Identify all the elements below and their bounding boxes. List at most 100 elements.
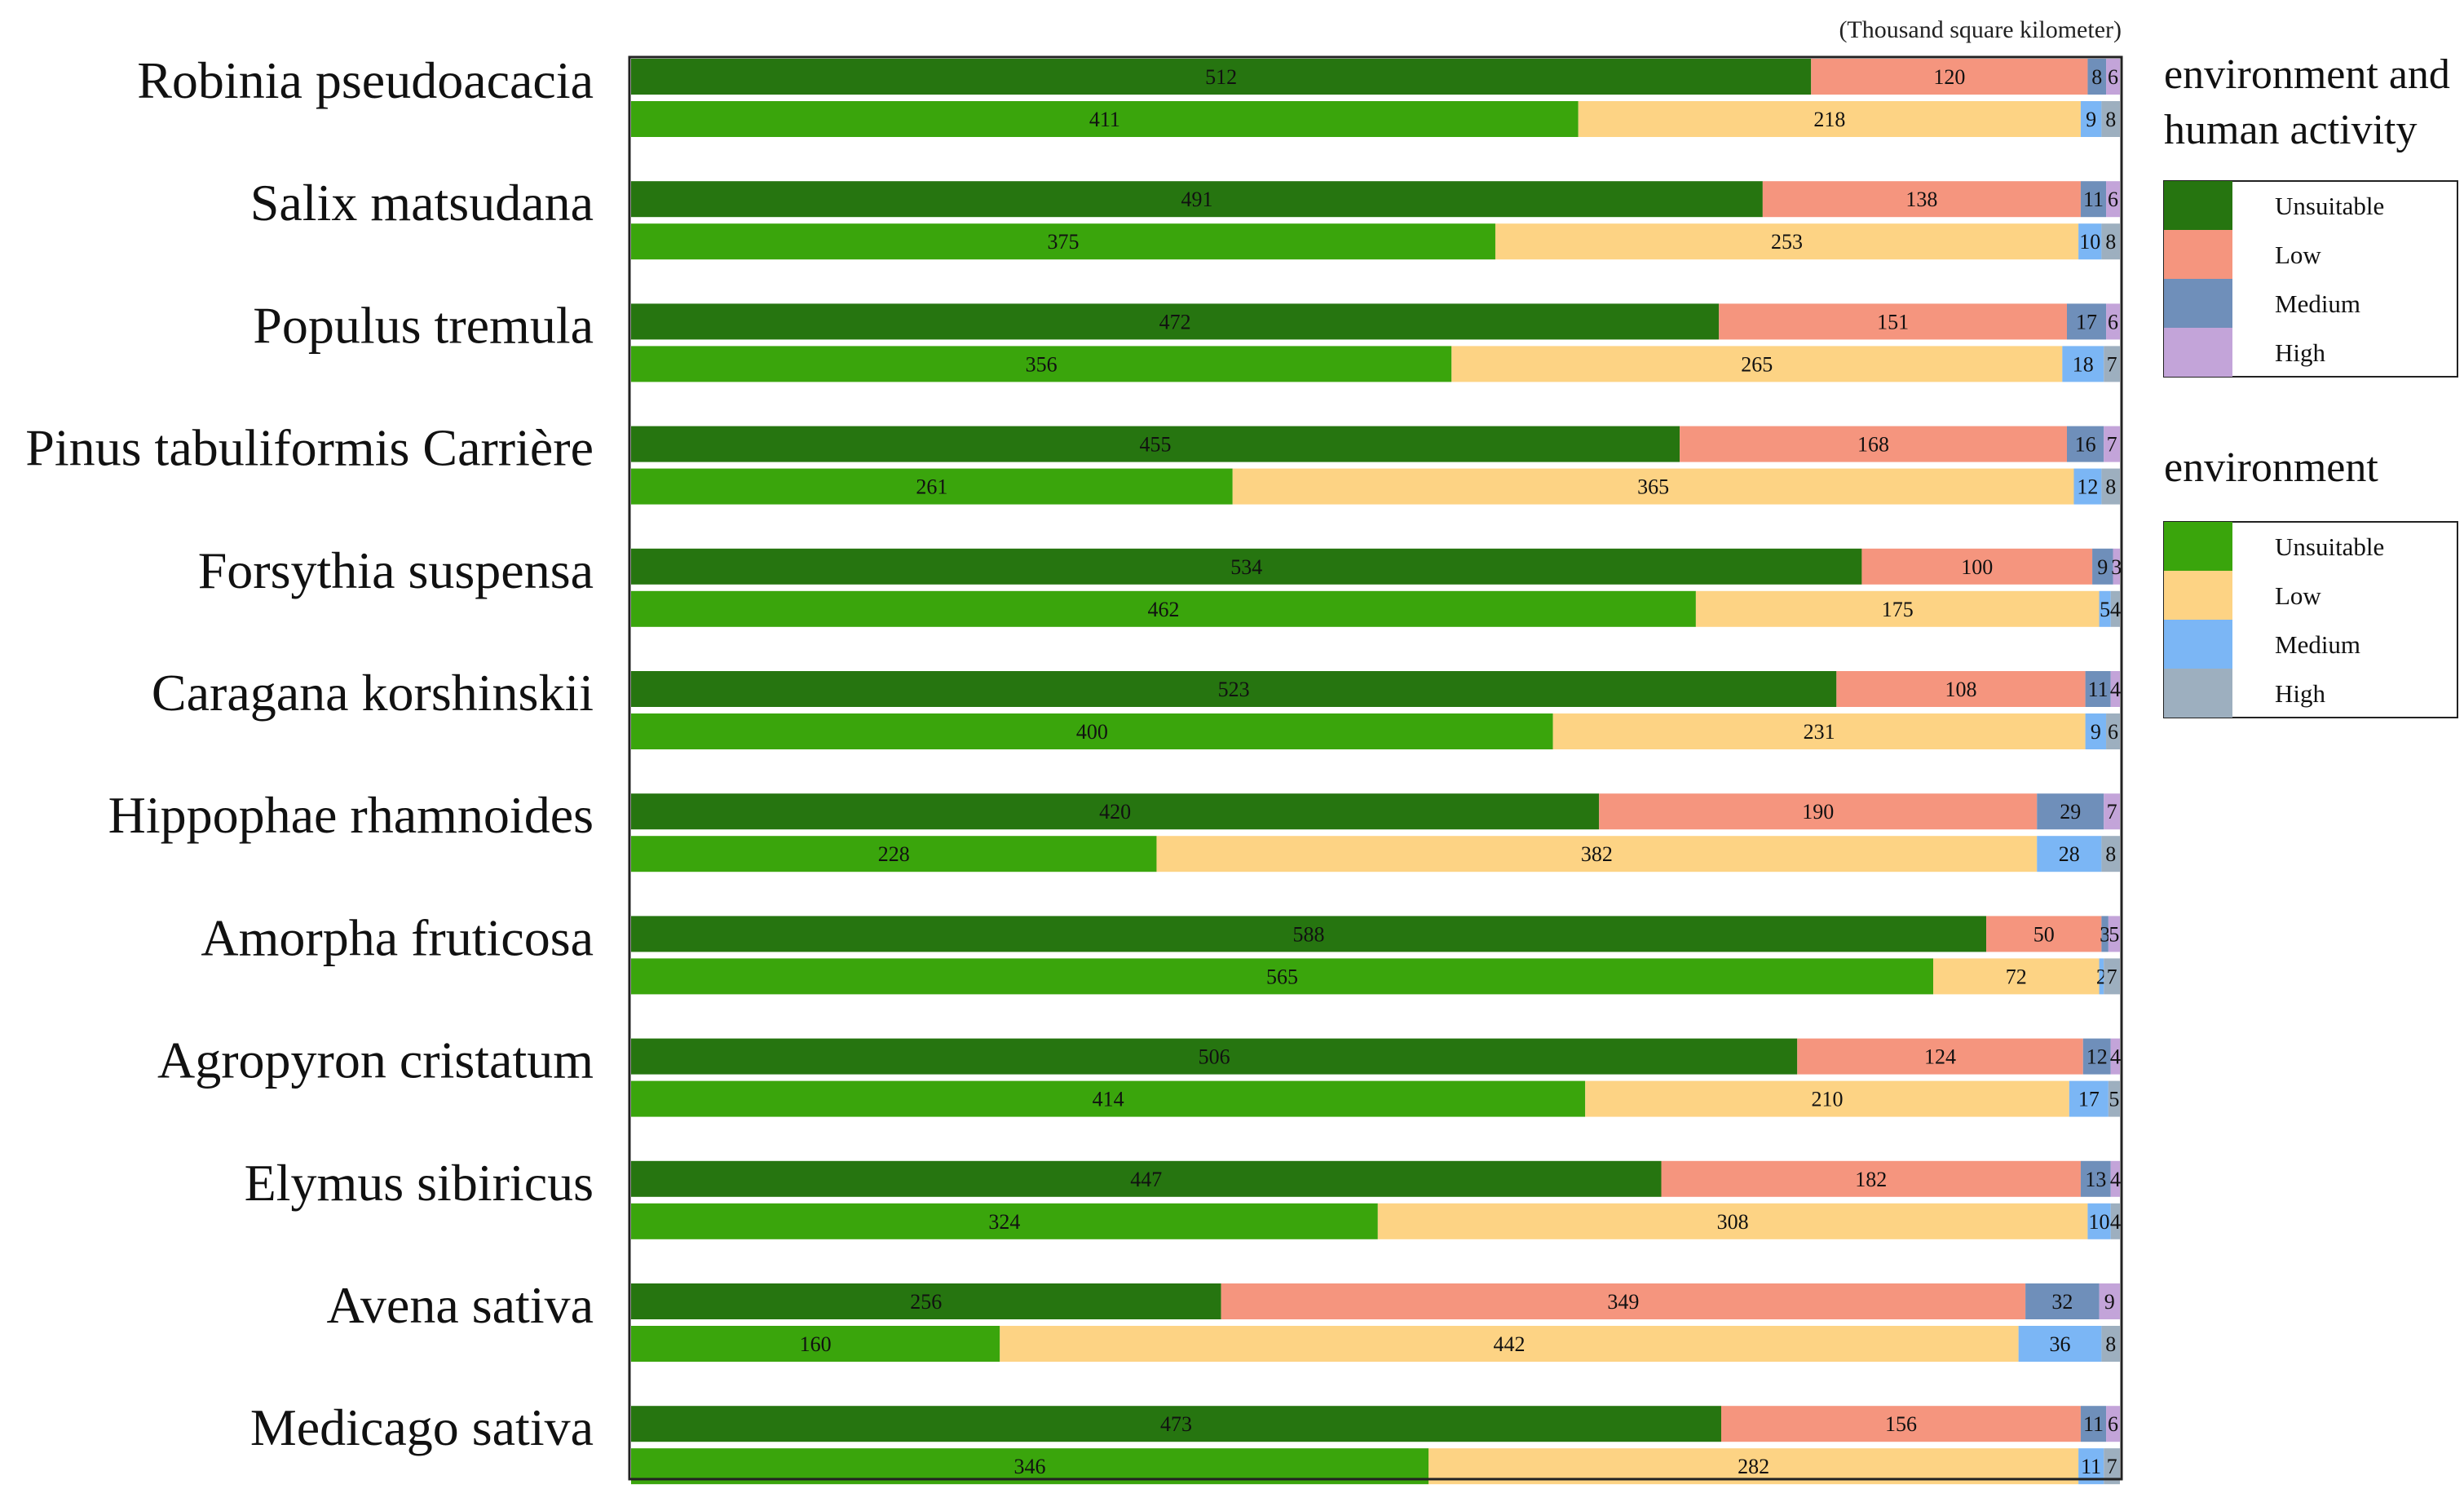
bar-env_human-unsuitable-robinia-pseudoacacia [631,59,1812,95]
bar-env-medium-agropyron-cristatum [2069,1080,2109,1117]
bar-env_human-unsuitable-amorpha-fruticosa [631,916,1987,952]
data-label-env-medium-salix-matsudana: 10 [2079,230,2100,254]
data-label-env_human-high-avena-sativa: 9 [2104,1290,2115,1314]
bar-env-high-amorpha-fruticosa [2104,958,2120,995]
bar-env-high-populus-tremula [2104,346,2120,382]
legend-swatch-env_human-high [2164,328,2232,377]
bar-env-high-hippophae-rhamnoides [2101,836,2120,872]
data-label-env_human-low-elymus-sibiricus: 182 [1855,1168,1887,1191]
bar-env-low-pinus-tabuliformis-carri-re [1232,468,2074,505]
data-label-env-unsuitable-robinia-pseudoacacia: 411 [1089,108,1120,131]
bar-env_human-unsuitable-caragana-korshinskii [631,671,1837,707]
data-label-env_human-unsuitable-robinia-pseudoacacia: 512 [1205,65,1237,89]
bar-env-low-caragana-korshinskii [1552,713,2086,749]
bar-env_human-medium-agropyron-cristatum [2082,1038,2111,1075]
bar-env_human-high-avena-sativa [2099,1283,2120,1319]
data-label-env-high-medicago-sativa: 7 [2107,1455,2117,1478]
data-label-env_human-low-populus-tremula: 151 [1877,310,1909,333]
bar-env-high-elymus-sibiricus [2110,1203,2120,1239]
bar-env-medium-caragana-korshinskii [2085,713,2107,749]
data-label-env_human-medium-salix-matsudana: 11 [2083,188,2104,211]
data-label-env_human-unsuitable-populus-tremula: 472 [1159,310,1191,333]
data-label-env_human-low-amorpha-fruticosa: 50 [2033,922,2055,946]
bar-env_human-low-robinia-pseudoacacia [1811,59,2088,95]
legend-title-env-line-0: environment [2164,444,2378,491]
data-label-env-medium-medicago-sativa: 11 [2081,1455,2101,1478]
data-label-env_human-high-salix-matsudana: 6 [2108,188,2118,211]
legend-swatch-env_human-unsuitable [2164,181,2232,230]
data-label-env_human-high-hippophae-rhamnoides: 7 [2107,800,2117,824]
bar-env_human-low-avena-sativa [1221,1283,2026,1319]
bar-env_human-unsuitable-avena-sativa [631,1283,1221,1319]
bar-env-unsuitable-forsythia-suspensa [631,590,1696,627]
bar-env_human-high-elymus-sibiricus [2110,1160,2120,1197]
bar-env_human-low-hippophae-rhamnoides [1599,793,2038,830]
data-label-env-low-elymus-sibiricus: 308 [1717,1210,1749,1234]
data-label-env-medium-agropyron-cristatum: 17 [2078,1088,2100,1111]
data-label-env_human-high-robinia-pseudoacacia: 6 [2108,65,2118,89]
bar-env_human-medium-robinia-pseudoacacia [2087,59,2107,95]
data-label-env-unsuitable-avena-sativa: 160 [800,1332,832,1356]
bar-env_human-low-medicago-sativa [1720,1406,2081,1442]
data-label-env_human-high-medicago-sativa: 6 [2108,1412,2118,1436]
data-label-env-low-pinus-tabuliformis-carri-re: 365 [1637,475,1669,499]
bar-env-low-amorpha-fruticosa [1933,958,2100,995]
data-label-env_human-high-forsythia-suspensa: 3 [2111,555,2122,579]
data-label-env-medium-pinus-tabuliformis-carri-re: 12 [2077,475,2098,499]
data-label-env_human-low-avena-sativa: 349 [1607,1290,1639,1314]
bar-env_human-low-forsythia-suspensa [1861,548,2093,585]
bar-env-medium-amorpha-fruticosa [2099,958,2104,995]
bar-env_human-high-populus-tremula [2106,303,2120,340]
data-label-env-high-amorpha-fruticosa: 7 [2107,965,2117,988]
data-label-env_human-unsuitable-medicago-sativa: 473 [1160,1412,1192,1436]
data-label-env-unsuitable-hippophae-rhamnoides: 228 [878,842,910,866]
data-label-env_human-medium-amorpha-fruticosa: 3 [2100,922,2110,946]
legend-swatch-env-medium [2164,620,2232,669]
bar-env-high-pinus-tabuliformis-carri-re [2101,468,2120,505]
data-label-env-high-caragana-korshinskii: 6 [2108,720,2118,744]
data-label-env_human-unsuitable-pinus-tabuliformis-carri-re: 455 [1140,433,1172,457]
bar-env-high-salix-matsudana [2101,223,2120,260]
data-label-env-medium-hippophae-rhamnoides: 28 [2059,842,2080,866]
data-label-env-unsuitable-caragana-korshinskii: 400 [1076,720,1108,744]
bar-env-low-hippophae-rhamnoides [1156,836,2038,872]
data-label-env_human-medium-robinia-pseudoacacia: 8 [2091,65,2102,89]
data-label-env_human-medium-forsythia-suspensa: 9 [2097,555,2108,579]
category-label-salix-matsudana: Salix matsudana [250,174,594,232]
bar-env_human-medium-salix-matsudana [2080,181,2107,218]
unit-label: (Thousand square kilometer) [1839,16,2122,43]
category-label-populus-tremula: Populus tremula [253,296,594,354]
legend-label-env-medium: Medium [2275,630,2360,659]
data-label-env_human-unsuitable-hippophae-rhamnoides: 420 [1099,800,1131,824]
data-label-env_human-medium-medicago-sativa: 11 [2083,1412,2104,1436]
legend-title-env_human-line-1: human activity [2164,107,2417,153]
bar-env_human-unsuitable-elymus-sibiricus [631,1160,1662,1197]
bar-env-unsuitable-caragana-korshinskii [631,713,1553,749]
data-label-env_human-medium-elymus-sibiricus: 13 [2085,1168,2106,1191]
bar-env-medium-salix-matsudana [2078,223,2102,260]
bar-env_human-low-caragana-korshinskii [1836,671,2086,707]
bar-env-unsuitable-robinia-pseudoacacia [631,101,1579,137]
data-label-env-medium-caragana-korshinskii: 9 [2091,720,2101,744]
data-label-env-low-salix-matsudana: 253 [1771,230,1803,254]
data-label-env-unsuitable-salix-matsudana: 375 [1047,230,1079,254]
data-label-env-low-forsythia-suspensa: 175 [1882,598,1914,621]
bar-env-high-agropyron-cristatum [2108,1080,2120,1117]
legend-label-env-unsuitable: Unsuitable [2275,532,2384,561]
legend-label-env-low: Low [2275,581,2321,610]
bar-env_human-medium-caragana-korshinskii [2085,671,2111,707]
data-label-env-low-robinia-pseudoacacia: 218 [1813,108,1845,131]
data-label-env-high-forsythia-suspensa: 4 [2110,598,2121,621]
category-label-medicago-sativa: Medicago sativa [250,1398,594,1456]
bar-env_human-medium-medicago-sativa [2080,1406,2107,1442]
category-label-amorpha-fruticosa: Amorpha fruticosa [201,908,594,966]
data-label-env_human-medium-caragana-korshinskii: 11 [2088,678,2109,701]
bar-env_human-unsuitable-forsythia-suspensa [631,548,1862,585]
data-label-env-medium-populus-tremula: 18 [2073,352,2094,376]
legend-swatch-env_human-medium [2164,279,2232,328]
data-label-env_human-unsuitable-agropyron-cristatum: 506 [1199,1045,1230,1069]
data-label-env-high-populus-tremula: 7 [2107,352,2117,376]
bar-env-high-forsythia-suspensa [2110,590,2120,627]
